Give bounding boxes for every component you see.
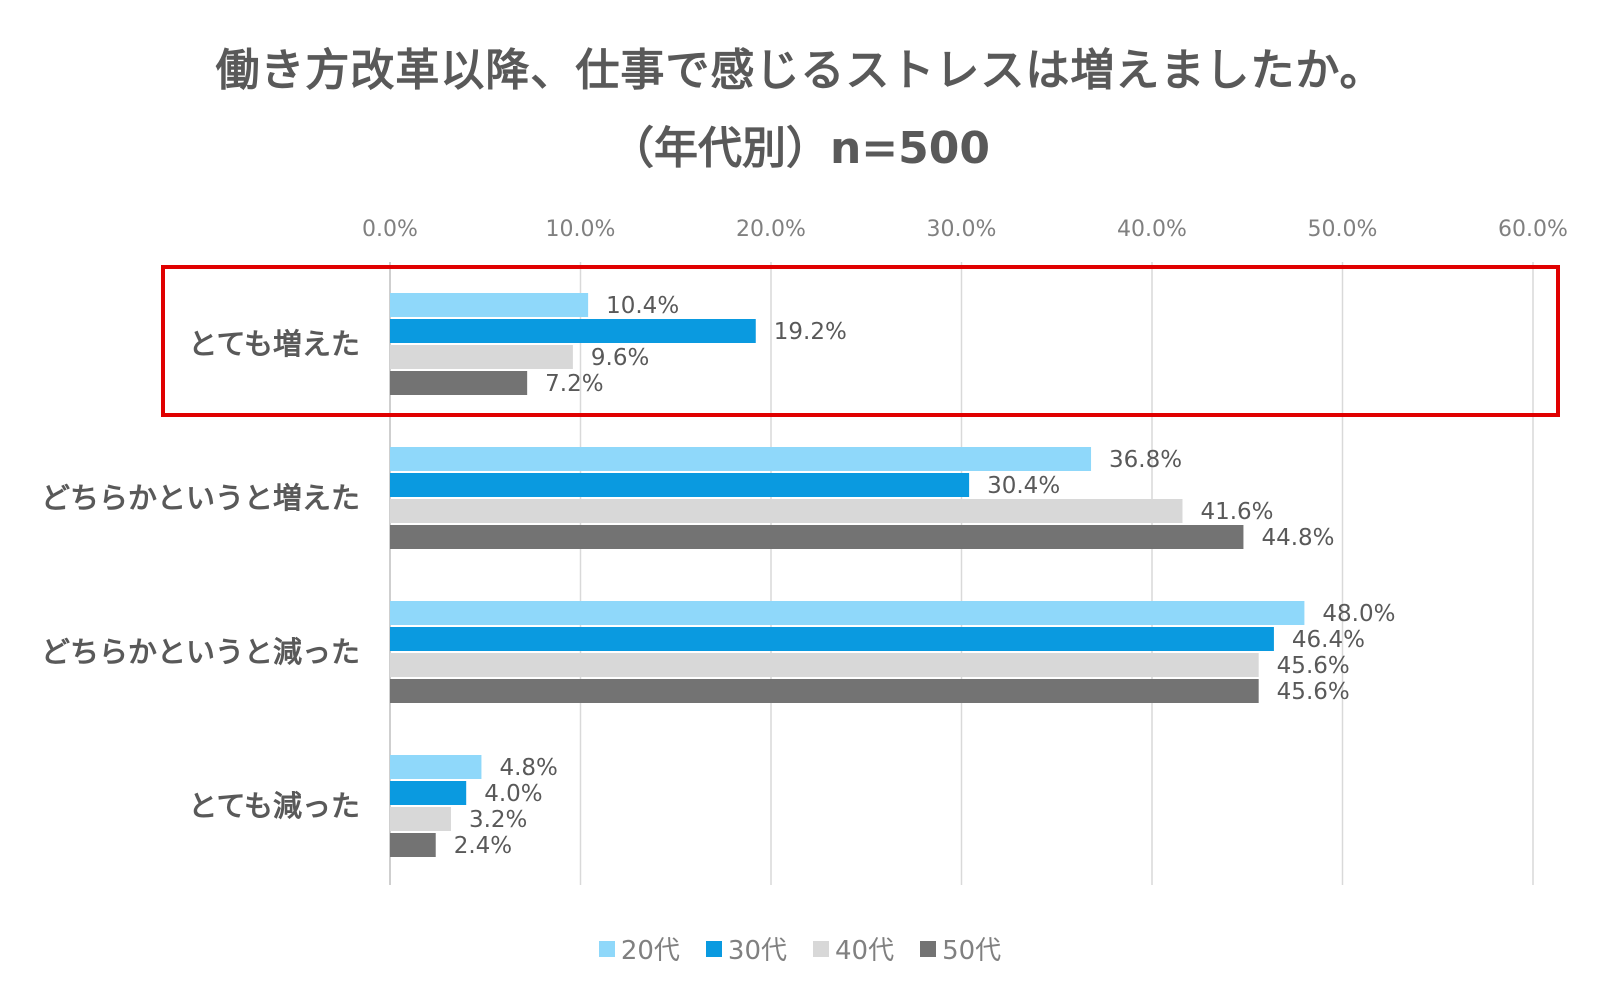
- bar: [390, 319, 756, 343]
- x-tick-label: 0.0%: [362, 217, 418, 242]
- chart-subtitle: （年代別）n=500: [609, 123, 991, 174]
- data-label: 45.6%: [1277, 679, 1350, 705]
- data-label: 44.8%: [1261, 525, 1334, 551]
- legend-label: 20代: [620, 936, 680, 966]
- legend-swatch: [598, 940, 615, 957]
- bar: [390, 653, 1259, 677]
- highlight-box: [161, 265, 1560, 417]
- x-tick-label: 50.0%: [1308, 217, 1378, 242]
- chart-title: 働き方改革以降、仕事で感じるストレスは増えましたか。: [215, 45, 1385, 96]
- bar: [390, 627, 1274, 651]
- bar: [390, 293, 589, 317]
- data-label: 46.4%: [1292, 627, 1365, 653]
- data-label: 4.0%: [484, 781, 542, 807]
- legend-label: 50代: [942, 936, 1002, 966]
- data-label: 45.6%: [1277, 653, 1350, 679]
- data-label: 19.2%: [774, 319, 847, 345]
- bar: [390, 755, 482, 779]
- x-tick-label: 30.0%: [927, 217, 997, 242]
- data-label: 48.0%: [1322, 601, 1395, 627]
- data-label: 3.2%: [469, 807, 527, 833]
- legend-item: 20代: [598, 930, 680, 967]
- legend-item: 40代: [813, 930, 894, 967]
- legend-item: 30代: [705, 930, 787, 967]
- bar: [390, 345, 573, 369]
- legend-swatch: [705, 940, 722, 957]
- legend-swatch: [813, 940, 829, 957]
- legend-swatch: [920, 940, 937, 957]
- bar: [390, 807, 451, 831]
- data-label: 4.8%: [499, 755, 557, 781]
- data-label: 7.2%: [545, 371, 603, 397]
- data-label: 9.6%: [591, 345, 649, 371]
- bar: [390, 833, 436, 857]
- data-label: 10.4%: [606, 293, 679, 319]
- data-label: 2.4%: [454, 833, 512, 859]
- bar: [390, 601, 1305, 625]
- data-label: 41.6%: [1200, 499, 1273, 525]
- x-tick-label: 60.0%: [1498, 217, 1568, 242]
- category-label: どちらかというと減った: [41, 635, 360, 669]
- x-tick-label: 40.0%: [1117, 217, 1187, 242]
- category-label: とても減った: [188, 789, 360, 823]
- x-tick-label: 10.0%: [546, 217, 616, 242]
- bar: [390, 679, 1259, 703]
- bar: [390, 499, 1183, 523]
- bar: [390, 371, 528, 395]
- data-label: 36.8%: [1109, 447, 1182, 473]
- bar: [390, 781, 467, 805]
- legend-item: 50代: [920, 930, 1001, 967]
- category-label: どちらかというと増えた: [41, 481, 360, 515]
- legend-label: 30代: [727, 936, 787, 966]
- bar: [390, 473, 970, 497]
- bar: [390, 525, 1244, 549]
- chart-legend: 20代 30代 40代 50代: [0, 930, 1600, 967]
- category-label: とても増えた: [188, 327, 360, 361]
- legend-label: 40代: [835, 936, 895, 966]
- data-label: 30.4%: [987, 473, 1060, 499]
- x-tick-label: 20.0%: [736, 217, 806, 242]
- bar: [390, 447, 1092, 471]
